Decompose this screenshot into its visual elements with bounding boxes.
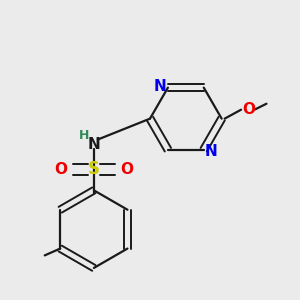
Text: N: N (154, 79, 167, 94)
Text: N: N (88, 136, 100, 152)
Text: S: S (88, 160, 100, 178)
Text: O: O (55, 162, 68, 177)
Text: H: H (79, 129, 89, 142)
Text: N: N (205, 144, 217, 159)
Text: O: O (242, 102, 255, 117)
Text: O: O (120, 162, 133, 177)
